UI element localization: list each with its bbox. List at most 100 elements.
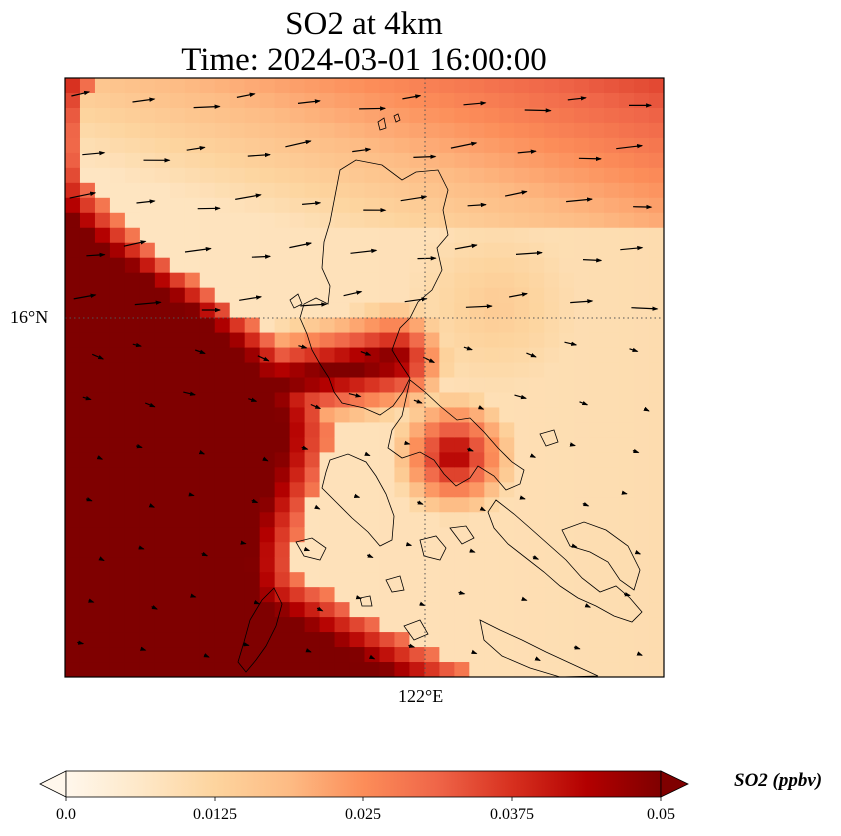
so2-cell [544, 662, 560, 677]
so2-cell [169, 437, 186, 453]
so2-cell [574, 227, 590, 244]
so2-cell [319, 287, 336, 304]
so2-cell [559, 482, 575, 498]
so2-cell [574, 437, 590, 453]
so2-cell [514, 92, 530, 109]
so2-cell [65, 467, 81, 483]
so2-cell [649, 107, 664, 124]
so2-cell [244, 287, 261, 304]
so2-cell [319, 452, 336, 468]
so2-cell [394, 212, 411, 229]
so2-cell [409, 542, 425, 558]
so2-cell [559, 92, 575, 109]
so2-cell [274, 602, 291, 618]
so2-cell [154, 257, 171, 274]
so2-cell [394, 632, 411, 648]
so2-cell [334, 587, 351, 603]
so2-cell [259, 122, 276, 139]
so2-cell [274, 662, 291, 677]
wind-arrow [526, 352, 537, 358]
so2-cell [169, 392, 186, 409]
so2-cell [139, 557, 156, 573]
so2-cell [154, 197, 171, 214]
so2-cell [439, 422, 455, 438]
so2-cell [214, 78, 231, 94]
so2-cell [154, 482, 171, 498]
so2-cell [619, 242, 635, 259]
so2-cell [424, 257, 440, 274]
so2-cell [379, 122, 396, 139]
so2-cell [349, 302, 366, 319]
so2-cell [394, 107, 411, 124]
so2-cell [304, 92, 321, 109]
so2-cell [514, 242, 530, 259]
so2-cell [394, 332, 411, 349]
wind-arrow [400, 195, 428, 202]
so2-cell [139, 272, 156, 289]
so2-cell [394, 377, 411, 394]
so2-cell [124, 347, 141, 364]
so2-cell [394, 527, 411, 543]
so2-cell [65, 662, 81, 677]
so2-cell [439, 377, 455, 394]
so2-cell [379, 407, 396, 424]
so2-cell [634, 302, 650, 319]
coastline [237, 113, 643, 677]
so2-cell [589, 362, 605, 379]
so2-cell [124, 647, 141, 663]
so2-cell [289, 302, 306, 319]
so2-cell [454, 647, 470, 663]
so2-cell [304, 122, 321, 139]
so2-cell [364, 527, 381, 543]
so2-cell [169, 617, 186, 633]
so2-cell [65, 377, 81, 394]
so2-cell [469, 122, 485, 139]
so2-cell [304, 632, 321, 648]
so2-cell [274, 467, 291, 483]
so2-cell [169, 272, 186, 289]
so2-cell [394, 347, 411, 364]
so2-cell [589, 467, 605, 483]
so2-cell [649, 647, 664, 663]
so2-cell [214, 602, 231, 618]
so2-cell [289, 572, 306, 588]
so2-cell [94, 197, 111, 214]
so2-cell [544, 467, 560, 483]
so2-cell [364, 167, 381, 184]
so2-cell [544, 302, 560, 319]
so2-cell [589, 272, 605, 289]
so2-cell [139, 482, 156, 498]
so2-cell [619, 662, 635, 677]
colorbar-tick-label: 0.0 [56, 806, 76, 823]
wind-arrow [582, 258, 603, 263]
so2-cell [619, 152, 635, 169]
so2-cell [229, 302, 246, 319]
so2-cell [469, 347, 485, 364]
wind-arrow [571, 543, 578, 548]
so2-cell [274, 617, 291, 633]
so2-cell [574, 632, 590, 648]
so2-cell [259, 362, 276, 379]
wind-arrow [257, 355, 270, 362]
so2-cell [559, 662, 575, 677]
so2-cell [65, 482, 81, 498]
so2-cell [394, 422, 411, 438]
so2-cell [574, 572, 590, 588]
wind-arrow [465, 304, 493, 309]
so2-cell [379, 347, 396, 364]
so2-cell [214, 272, 231, 289]
so2-cell [469, 542, 485, 558]
so2-cell [634, 107, 650, 124]
so2-cell [94, 107, 111, 124]
so2-cell [439, 272, 455, 289]
so2-cell [454, 527, 470, 543]
so2-cell [574, 497, 590, 513]
so2-cell [94, 212, 111, 229]
so2-cell [244, 482, 261, 498]
so2-cell [79, 557, 96, 573]
colorbar [39, 770, 689, 801]
wind-arrow [566, 197, 593, 203]
so2-cell [139, 197, 156, 214]
so2-cell [649, 557, 664, 573]
wind-arrow [623, 592, 631, 597]
